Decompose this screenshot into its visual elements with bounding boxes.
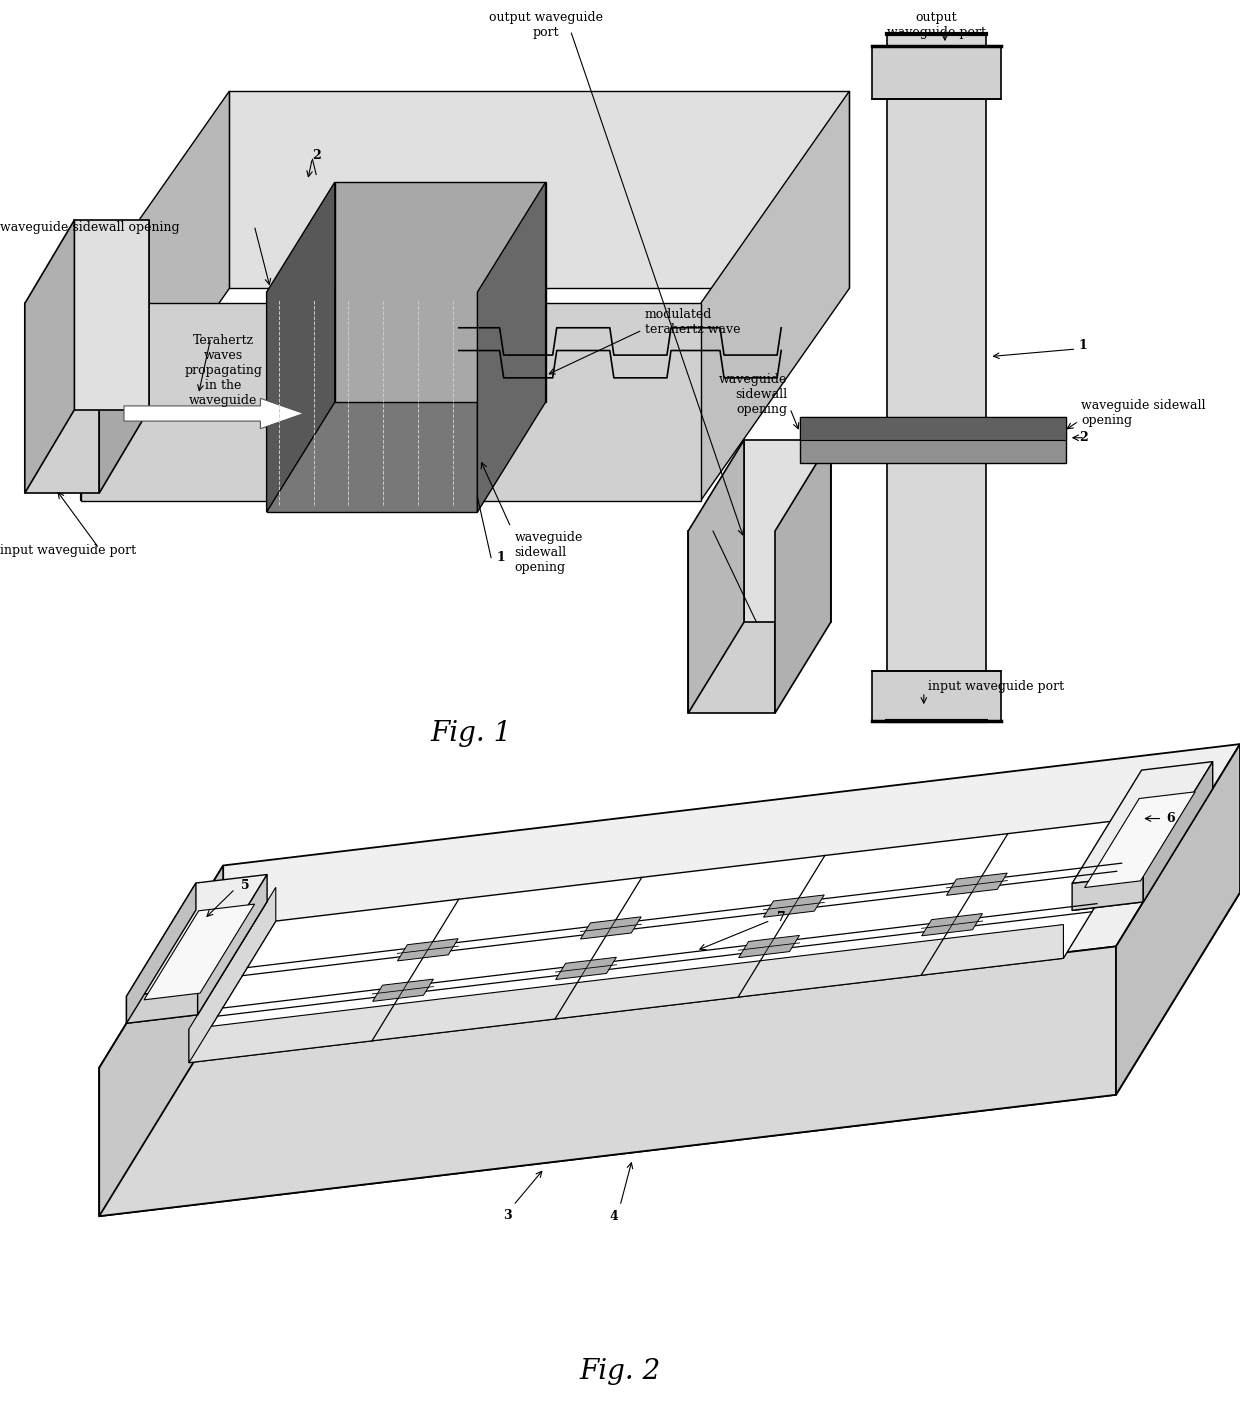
Text: 4: 4 <box>609 1210 619 1222</box>
Polygon shape <box>701 91 849 500</box>
Bar <box>872 45 1001 98</box>
Polygon shape <box>126 882 196 1023</box>
Polygon shape <box>921 913 982 936</box>
Polygon shape <box>744 440 831 622</box>
Polygon shape <box>335 183 546 402</box>
Polygon shape <box>887 34 986 721</box>
Text: waveguide
sidewall
opening: waveguide sidewall opening <box>719 372 787 416</box>
Polygon shape <box>1085 792 1195 888</box>
Polygon shape <box>99 865 223 1217</box>
Polygon shape <box>1116 745 1240 1094</box>
Polygon shape <box>775 440 831 714</box>
Text: 2: 2 <box>1079 431 1087 444</box>
Bar <box>800 417 1066 462</box>
Polygon shape <box>580 917 641 939</box>
Polygon shape <box>126 874 267 996</box>
Text: 3: 3 <box>503 1208 511 1222</box>
Polygon shape <box>764 895 825 917</box>
Polygon shape <box>197 874 267 1014</box>
Polygon shape <box>688 440 744 714</box>
Polygon shape <box>124 399 304 429</box>
Polygon shape <box>74 221 149 410</box>
Polygon shape <box>188 924 1064 1062</box>
Polygon shape <box>739 936 800 958</box>
Polygon shape <box>1143 762 1213 902</box>
Polygon shape <box>556 957 616 979</box>
Text: Terahertz
waves
propagating
in the
waveguide: Terahertz waves propagating in the waveg… <box>185 334 262 407</box>
Text: 6: 6 <box>1166 812 1174 825</box>
Polygon shape <box>1073 875 1143 910</box>
Text: 2: 2 <box>312 149 321 162</box>
Polygon shape <box>81 303 701 500</box>
Polygon shape <box>1073 788 1213 910</box>
Polygon shape <box>126 902 267 1023</box>
Polygon shape <box>126 988 197 1023</box>
Polygon shape <box>99 947 1116 1217</box>
Polygon shape <box>267 183 335 511</box>
Polygon shape <box>688 531 775 714</box>
Polygon shape <box>397 939 459 961</box>
Polygon shape <box>99 745 1240 1068</box>
Polygon shape <box>188 888 275 1062</box>
Text: 5: 5 <box>242 880 250 892</box>
Polygon shape <box>1073 762 1213 884</box>
Text: waveguide sidewall opening: waveguide sidewall opening <box>0 221 180 235</box>
Text: waveguide sidewall
opening: waveguide sidewall opening <box>1081 399 1205 427</box>
Polygon shape <box>477 183 546 511</box>
Text: input waveguide port: input waveguide port <box>928 680 1064 693</box>
Polygon shape <box>946 873 1007 895</box>
Bar <box>872 672 1001 721</box>
Text: Fig. 2: Fig. 2 <box>579 1357 661 1385</box>
Polygon shape <box>144 905 254 1000</box>
Text: input waveguide port: input waveguide port <box>0 544 136 556</box>
Text: 1: 1 <box>496 551 505 565</box>
Polygon shape <box>267 292 477 511</box>
Polygon shape <box>25 221 74 493</box>
Text: 1: 1 <box>1079 339 1087 351</box>
Text: 7: 7 <box>776 910 785 923</box>
Polygon shape <box>99 892 1240 1217</box>
Text: output waveguide
port: output waveguide port <box>489 11 603 39</box>
Polygon shape <box>25 303 99 493</box>
Polygon shape <box>372 979 434 1002</box>
Polygon shape <box>229 91 849 288</box>
Polygon shape <box>188 816 1151 1062</box>
Polygon shape <box>81 91 229 500</box>
Text: waveguide
sidewall
opening: waveguide sidewall opening <box>515 531 583 575</box>
Text: modulated
terahertz wave: modulated terahertz wave <box>645 309 740 336</box>
Text: Fig. 1: Fig. 1 <box>430 721 512 747</box>
Text: output
waveguide port: output waveguide port <box>887 11 986 39</box>
Bar <box>800 417 1066 440</box>
Polygon shape <box>99 221 149 493</box>
